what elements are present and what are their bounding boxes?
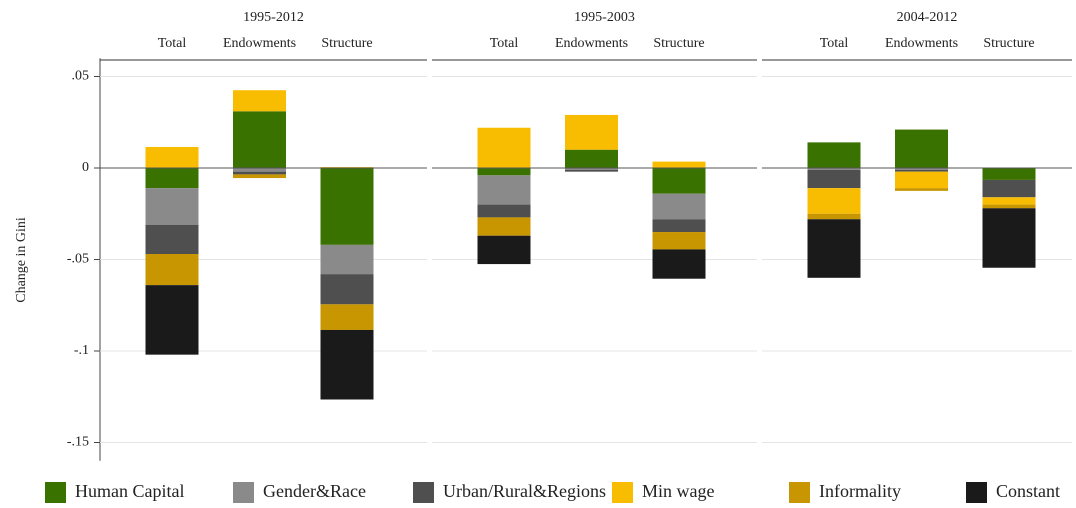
bar-segment: [477, 235, 531, 265]
bar-segment: [652, 249, 706, 279]
bar-segment: [807, 219, 861, 278]
bar-segment: [145, 254, 199, 286]
bar-segment: [565, 114, 618, 150]
bar-segment: [233, 171, 286, 175]
category-label: Endowments: [555, 36, 628, 51]
bar-segment: [807, 168, 861, 170]
legend-label: Urban/Rural&Regions: [443, 481, 606, 501]
bar-segment: [565, 169, 618, 172]
bar-segment: [895, 169, 948, 172]
category-label: Endowments: [223, 36, 296, 51]
bar-segment: [145, 146, 199, 168]
bar-segment: [477, 217, 531, 236]
bar-segment: [320, 274, 374, 305]
legend-label: Gender&Race: [263, 481, 366, 501]
bar-segment: [233, 174, 286, 179]
bar-segment: [652, 219, 706, 233]
bar-segment: [895, 171, 948, 189]
legend-swatch: [789, 482, 810, 503]
bar-segment: [320, 304, 374, 330]
legend-label: Human Capital: [75, 481, 184, 501]
bar-segment: [652, 232, 706, 250]
bar-segment: [477, 168, 531, 176]
bar-segment: [807, 169, 861, 189]
legend-swatch: [413, 482, 434, 503]
y-tick-label: -.1: [74, 343, 89, 358]
y-tick-label: .05: [72, 69, 90, 84]
panel-title: 2004-2012: [897, 10, 958, 25]
bar-segment: [565, 168, 618, 170]
bar-segment: [477, 175, 531, 205]
bar-segment: [982, 179, 1036, 198]
category-label: Total: [820, 36, 849, 51]
bar-segment: [320, 329, 374, 400]
legend-label: Min wage: [642, 481, 714, 501]
bar-segment: [320, 168, 374, 245]
legend-swatch: [612, 482, 633, 503]
bar-segment: [895, 168, 948, 170]
bar-segment: [233, 90, 286, 112]
bar-segment: [982, 168, 1036, 180]
bar-segment: [652, 193, 706, 220]
bar-segment: [145, 224, 199, 255]
bar-segment: [652, 161, 706, 168]
category-label: Structure: [653, 36, 704, 51]
y-tick-label: -.05: [67, 252, 89, 267]
bar-segment: [145, 285, 199, 355]
bar-segment: [145, 188, 199, 225]
bar-segment: [807, 142, 861, 168]
category-label: Total: [490, 36, 519, 51]
panel-title: 1995-2012: [243, 10, 304, 25]
category-label: Structure: [983, 36, 1034, 51]
bar-segment: [982, 204, 1036, 209]
bar-segment: [982, 208, 1036, 268]
bar-segment: [320, 244, 374, 275]
bar-segment: [145, 168, 199, 189]
bar-segment: [982, 197, 1036, 205]
bar-segment: [652, 168, 706, 194]
legend-swatch: [233, 482, 254, 503]
bar-segment: [233, 168, 286, 172]
category-label: Structure: [321, 36, 372, 51]
bar-segment: [895, 129, 948, 168]
y-tick-label: -.15: [67, 435, 89, 450]
y-tick-label: 0: [82, 160, 89, 175]
bar-segment: [807, 213, 861, 220]
bar-segment: [233, 111, 286, 168]
category-label: Total: [158, 36, 187, 51]
panel-title: 1995-2003: [574, 10, 635, 25]
bar-segment: [807, 188, 861, 214]
bar-segment: [477, 127, 531, 168]
bar-segment: [565, 149, 618, 168]
category-label: Endowments: [885, 36, 958, 51]
legend-label: Informality: [819, 481, 901, 501]
bar-segment: [895, 188, 948, 191]
legend-label: Constant: [996, 481, 1060, 501]
y-axis-title: Change in Gini: [14, 217, 29, 303]
bar-segment: [477, 204, 531, 218]
legend-swatch: [45, 482, 66, 503]
legend-swatch: [966, 482, 987, 503]
